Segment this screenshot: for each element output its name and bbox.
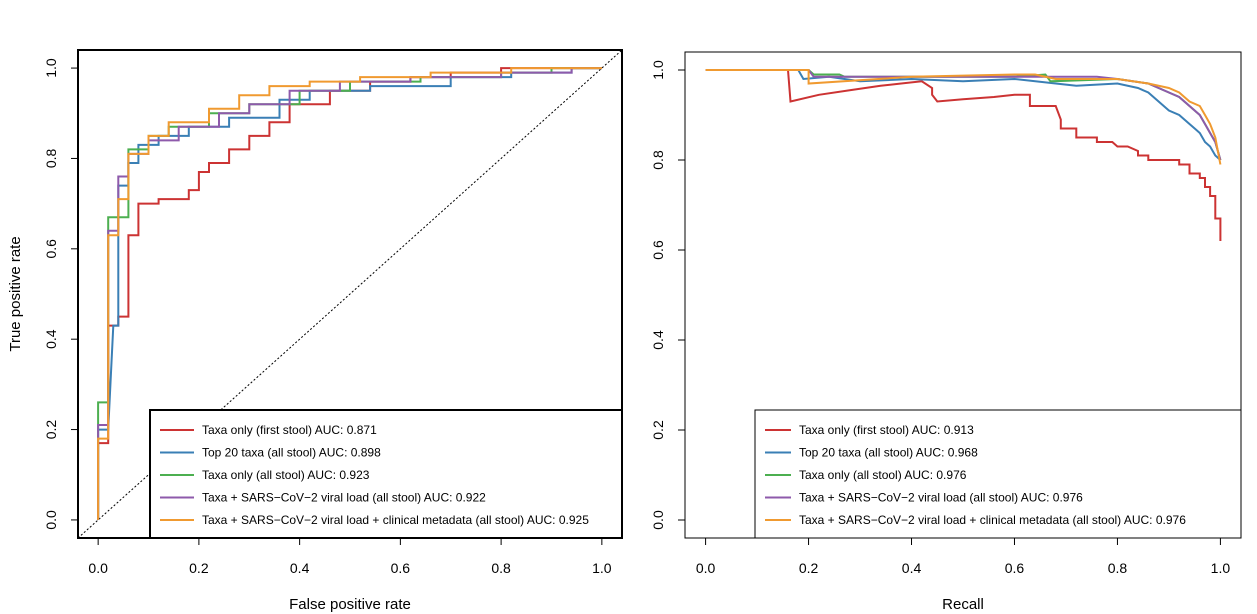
y-tick-label: 0.4: [650, 330, 666, 350]
legend-label-3: Taxa only (all stool) AUC: 0.976: [799, 468, 967, 482]
x-tick-label: 0.8: [1108, 560, 1128, 576]
x-tick-label: 1.0: [592, 560, 612, 576]
x-tick-label: 1.0: [1211, 560, 1231, 576]
legend-label-1: Taxa only (first stool) AUC: 0.871: [202, 423, 377, 437]
chart-panel-1: 0.0 0.2 0.4 0.6 0.8 1.0 0.0 0.2 0.4 0.6 0.8 1.0 Fals…: [7, 49, 623, 613]
legend: Taxa only (first stool) AUC: 0.871 Top 20…: [149, 409, 623, 539]
legend-label-1: Taxa only (first stool) AUC: 0.913: [799, 423, 974, 437]
x-tick-label: 0.0: [696, 560, 716, 576]
x-tick-label: 0.0: [88, 560, 108, 576]
legend-box: [754, 409, 1242, 539]
x-tick-label: 0.4: [902, 560, 922, 576]
x-tick-label: 0.6: [1005, 560, 1025, 576]
x-axis-title: Recall: [942, 596, 984, 613]
series-line-1: [705, 69, 1222, 241]
y-tick-label: 0.0: [43, 510, 59, 530]
series-line-2: [705, 69, 1222, 161]
y-tick-label: 0.8: [650, 150, 666, 170]
plot-area: [705, 69, 1222, 241]
x-tick-label: 0.4: [290, 560, 310, 576]
y-axis-title: True positive rate: [7, 236, 24, 351]
legend-label-2: Top 20 taxa (all stool) AUC: 0.968: [799, 446, 978, 460]
x-tick-label: 0.6: [391, 560, 411, 576]
legend-label-2: Top 20 taxa (all stool) AUC: 0.898: [202, 446, 381, 460]
legend-label-4: Taxa + SARS−CoV−2 viral load (all stool)…: [799, 491, 1083, 505]
x-tick-label: 0.2: [799, 560, 819, 576]
series-line-5: [705, 69, 1222, 165]
y-tick-label: 0.8: [43, 149, 59, 169]
y-tick-label: 1.0: [650, 60, 666, 80]
x-axis-title: False positive rate: [289, 596, 411, 613]
y-tick-label: 0.0: [650, 510, 666, 530]
legend: Taxa only (first stool) AUC: 0.913 Top 20…: [754, 409, 1242, 539]
y-tick-label: 0.6: [650, 240, 666, 260]
x-tick-label: 0.8: [491, 560, 511, 576]
y-tick-label: 0.2: [650, 420, 666, 440]
chart-panel-2: 0.0 0.2 0.4 0.6 0.8 1.0 0.0 0.2 0.4 0.6 0.8 1.0 Reca…: [650, 51, 1242, 613]
series-line-4: [705, 69, 1222, 161]
legend-label-4: Taxa + SARS−CoV−2 viral load (all stool)…: [202, 491, 486, 505]
y-tick-label: 0.2: [43, 420, 59, 440]
y-tick-label: 0.6: [43, 239, 59, 259]
legend-label-5: Taxa + SARS−CoV−2 viral load + clinical …: [799, 513, 1186, 527]
legend-label-5: Taxa + SARS−CoV−2 viral load + clinical …: [202, 513, 589, 527]
legend-label-3: Taxa only (all stool) AUC: 0.923: [202, 468, 370, 482]
series-line-5: [97, 67, 602, 520]
y-tick-label: 1.0: [43, 58, 59, 78]
y-tick-label: 0.4: [43, 329, 59, 349]
legend-box: [149, 409, 623, 539]
x-tick-label: 0.2: [189, 560, 209, 576]
